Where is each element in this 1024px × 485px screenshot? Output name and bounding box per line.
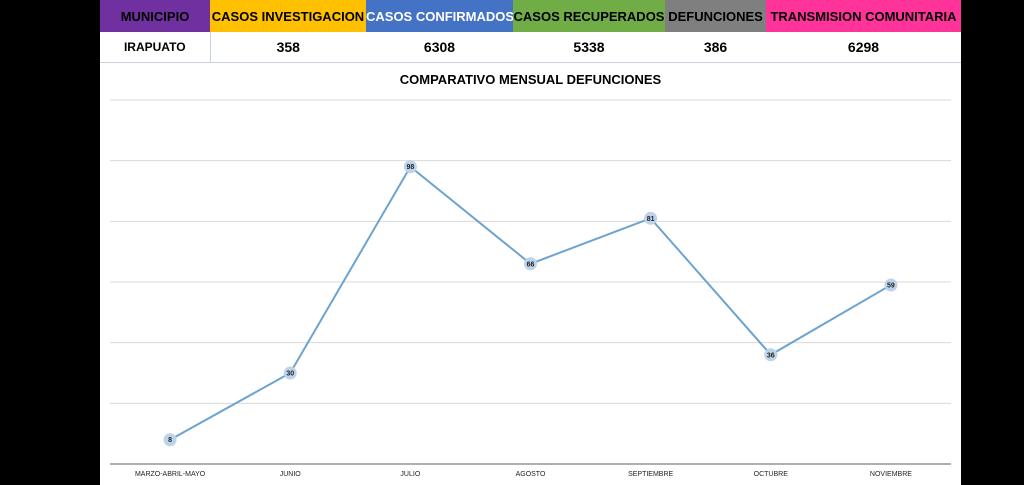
data-label: 59 xyxy=(887,283,895,290)
x-tick-label: JULIO xyxy=(400,471,420,478)
data-label: 30 xyxy=(286,371,294,378)
chart-title: COMPARATIVO MENSUAL DEFUNCIONES xyxy=(399,72,662,87)
series-line xyxy=(169,165,892,441)
x-axis-tick-labels: MARZO-ABRIL-MAYO JUNIO JULIO AGOSTO SEPTIEMB… xyxy=(135,471,912,478)
header-casos-recuperados: CASOS RECUPERADOS xyxy=(513,0,665,32)
data-label: 81 xyxy=(647,216,655,223)
cell-casos-confirmados: 6308 xyxy=(366,32,513,63)
data-point xyxy=(163,433,177,447)
summary-table: MUNICIPIO CASOS INVESTIGACION CASOS CONF… xyxy=(100,0,961,63)
summary-data-row: IRAPUATO 358 6308 5338 386 6298 xyxy=(100,32,961,63)
cell-casos-investigacion: 358 xyxy=(210,32,366,63)
summary-header-row: MUNICIPIO CASOS INVESTIGACION CASOS CONF… xyxy=(100,0,961,32)
line-chart: 8 30 98 66 81 36 59 MARZO-ABRIL-MAYO JUNIO JULIO… xyxy=(110,99,951,478)
x-tick-label: AGOSTO xyxy=(516,471,546,478)
data-label: 36 xyxy=(767,352,775,359)
data-points: 8 30 98 66 81 36 59 xyxy=(163,160,898,447)
report-panel: MUNICIPIO CASOS INVESTIGACION CASOS CONF… xyxy=(100,0,961,485)
x-tick-label: OCTUBRE xyxy=(754,471,789,478)
data-label: 98 xyxy=(406,164,414,171)
header-municipio: MUNICIPIO xyxy=(100,0,210,32)
series-line-group xyxy=(169,165,892,441)
data-label: 66 xyxy=(527,261,535,268)
header-casos-investigacion: CASOS INVESTIGACION xyxy=(210,0,366,32)
x-tick-label: JUNIO xyxy=(280,471,302,478)
cell-municipio: IRAPUATO xyxy=(100,32,211,63)
x-tick-label: NOVIEMBRE xyxy=(870,471,912,478)
cell-transmision-comunitaria: 6298 xyxy=(766,32,961,63)
cell-casos-recuperados: 5338 xyxy=(513,32,665,63)
data-point xyxy=(764,348,778,362)
header-casos-confirmados: CASOS CONFIRMADOS xyxy=(366,0,513,32)
data-point xyxy=(644,211,658,225)
header-transmision-comunitaria: TRANSMISION COMUNITARIA xyxy=(766,0,961,32)
data-point xyxy=(403,160,417,174)
data-label: 8 xyxy=(168,437,172,444)
header-defunciones: DEFUNCIONES xyxy=(665,0,766,32)
data-point xyxy=(884,278,898,292)
gridlines xyxy=(110,99,951,465)
x-tick-label: MARZO-ABRIL-MAYO xyxy=(135,471,206,478)
cell-defunciones: 386 xyxy=(665,32,766,63)
x-tick-label: SEPTIEMBRE xyxy=(628,471,673,478)
data-point xyxy=(524,257,537,271)
data-point xyxy=(283,366,297,380)
